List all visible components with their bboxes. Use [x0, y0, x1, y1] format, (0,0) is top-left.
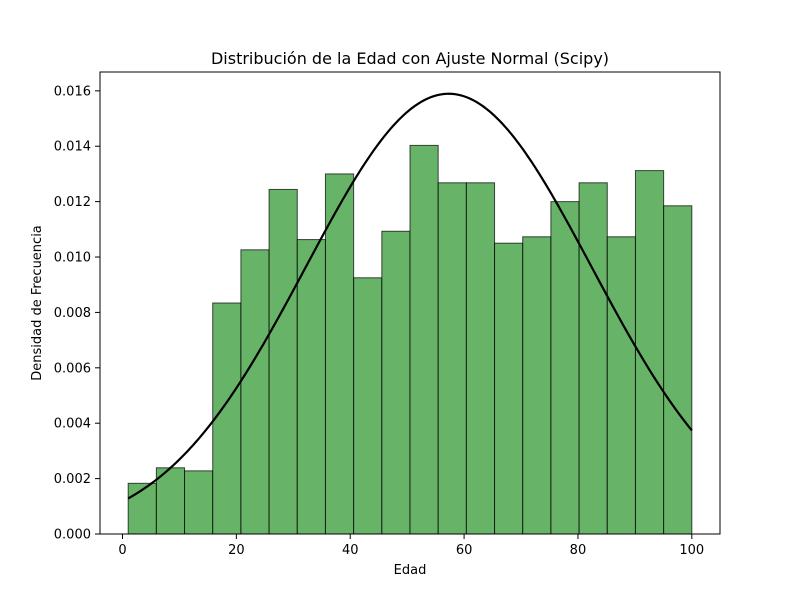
histogram-bar	[184, 470, 214, 535]
histogram-bar	[578, 182, 608, 535]
normal-fit-line	[127, 92, 693, 500]
y-tick-label: 0.000	[54, 528, 91, 543]
normal-fit	[127, 92, 693, 500]
y-tick-label: 0.014	[54, 140, 91, 155]
histogram-bar	[324, 173, 355, 535]
histogram-bar	[437, 182, 467, 535]
histogram-bar	[127, 482, 157, 535]
y-tick-label: 0.006	[54, 361, 91, 376]
histogram-bar	[212, 302, 242, 535]
x-tick-label: 80	[570, 543, 587, 558]
x-tick-label: 40	[342, 543, 359, 558]
y-tick-label: 0.016	[54, 84, 91, 99]
x-tick-label: 60	[456, 543, 473, 558]
histogram-bar	[663, 205, 693, 535]
y-tick-label: 0.004	[54, 417, 91, 432]
histogram-bar	[409, 144, 439, 535]
y-axis-label: Densidad de Frecuencia	[30, 225, 45, 381]
x-axis: 0 20 40 60 80 100	[118, 534, 704, 558]
histogram-bar	[465, 182, 496, 535]
y-tick-label: 0.012	[54, 195, 91, 210]
x-axis-label: Edad	[394, 563, 427, 578]
plot-frame	[99, 71, 721, 535]
y-tick-label: 0.010	[54, 251, 91, 266]
histogram-bar	[522, 236, 552, 535]
x-tick-label: 0	[118, 543, 126, 558]
y-tick-label: 0.002	[54, 472, 91, 487]
y-tick-label: 0.008	[54, 306, 91, 321]
histogram-bar	[550, 201, 580, 535]
x-tick-label: 20	[228, 543, 245, 558]
histogram-bar	[634, 170, 665, 535]
histogram-bar	[296, 239, 326, 535]
histogram-bar	[494, 242, 524, 535]
histogram-bar	[240, 249, 270, 535]
chart-title: Distribución de la Edad con Ajuste Norma…	[211, 49, 609, 68]
histogram-bars	[127, 144, 693, 535]
histogram-bar	[353, 277, 383, 535]
histogram-bar	[268, 188, 298, 535]
x-tick-label: 100	[679, 543, 704, 558]
histogram-bar	[381, 230, 411, 535]
histogram-bar	[606, 236, 636, 535]
histogram-bar	[155, 467, 186, 535]
y-axis: 0.000 0.002 0.004 0.006 0.008 0.010 0.012 0.014…	[54, 84, 100, 543]
